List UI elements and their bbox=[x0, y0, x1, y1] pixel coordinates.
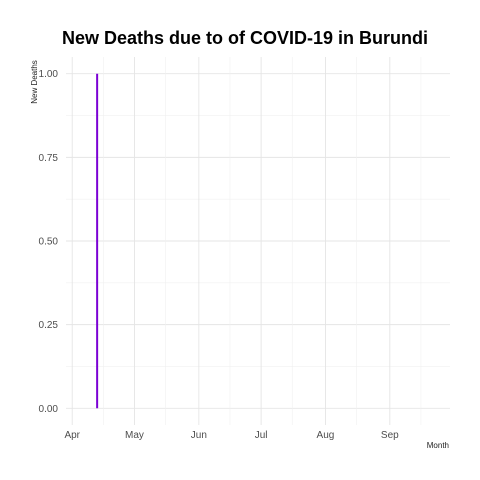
x-tick-label: May bbox=[125, 430, 144, 441]
y-axis-title: New Deaths bbox=[30, 60, 39, 104]
x-tick-label: Apr bbox=[64, 430, 80, 441]
x-tick-label: Jul bbox=[255, 430, 268, 441]
y-tick-label: 0.25 bbox=[39, 320, 59, 331]
y-tick-labels: 0.00 0.25 0.50 0.75 1.00 bbox=[39, 69, 59, 415]
x-tick-label: Sep bbox=[381, 430, 399, 441]
chart-title: New Deaths due to of COVID-19 in Burundi bbox=[62, 28, 428, 48]
x-tick-label: Jun bbox=[191, 430, 207, 441]
x-axis-title: Month bbox=[427, 441, 449, 450]
x-tick-labels: Apr May Jun Jul Aug Sep bbox=[64, 430, 399, 441]
y-tick-label: 0.50 bbox=[39, 237, 59, 248]
y-tick-label: 0.00 bbox=[39, 404, 59, 415]
grid bbox=[66, 57, 450, 425]
y-tick-label: 0.75 bbox=[39, 153, 59, 164]
y-tick-label: 1.00 bbox=[39, 69, 59, 80]
x-tick-label: Aug bbox=[317, 430, 335, 441]
